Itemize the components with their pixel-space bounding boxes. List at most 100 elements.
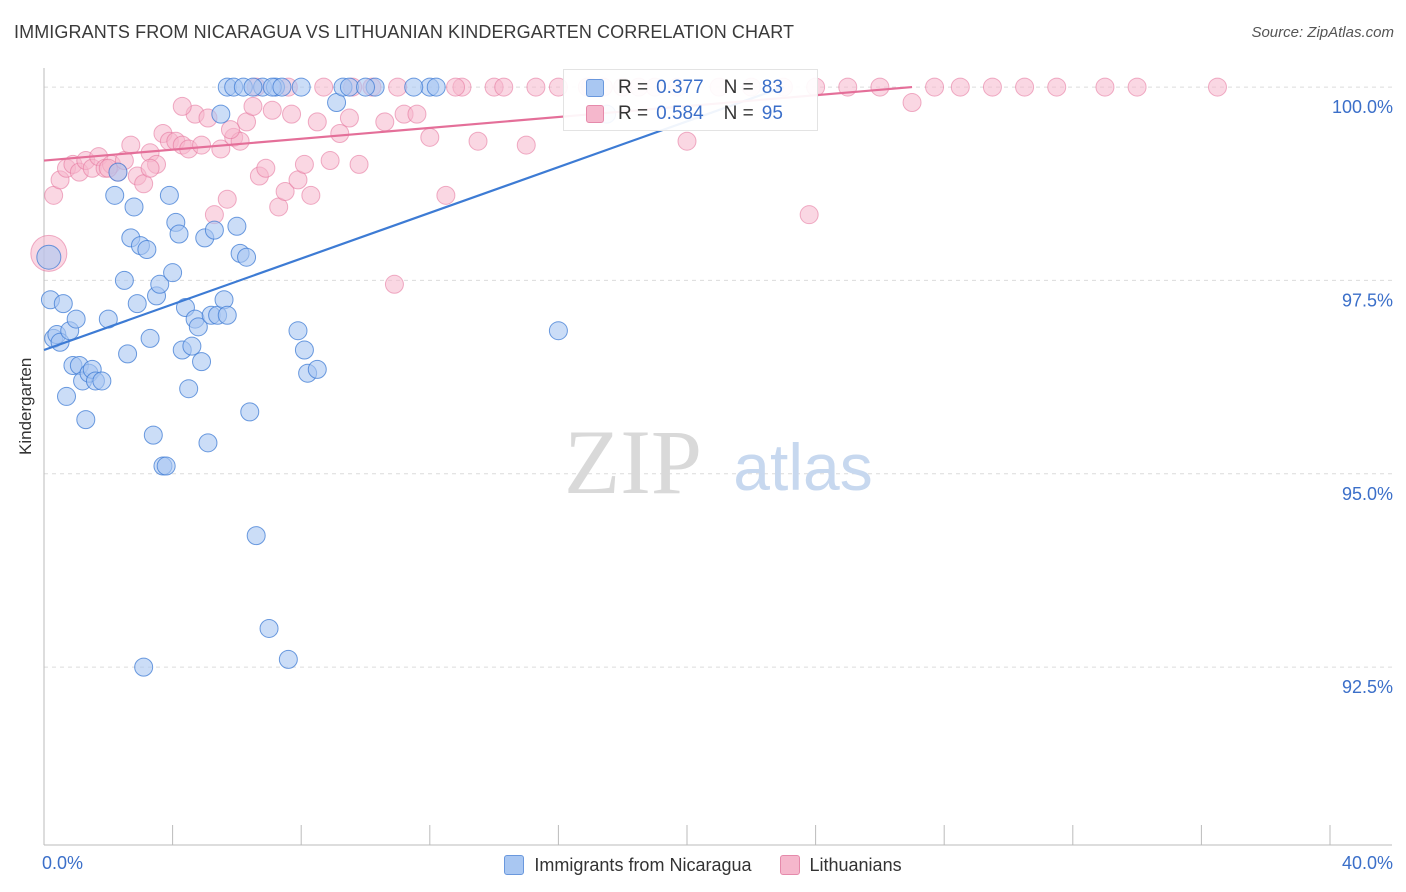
point-nicaragua — [356, 77, 375, 97]
point-nicaragua — [548, 321, 568, 341]
axes — [43, 68, 1392, 846]
point-nicaragua — [278, 649, 298, 669]
point-lithuanians — [1047, 77, 1067, 97]
point-lithuanians — [301, 185, 321, 205]
point-lithuanians — [494, 77, 514, 97]
point-lithuanians — [349, 154, 369, 174]
legend-item-lithuanians: Lithuanians — [779, 855, 902, 876]
series-nicaragua-points — [36, 77, 617, 677]
point-lithuanians — [262, 100, 282, 120]
point-lithuanians — [275, 181, 295, 201]
point-lithuanians — [925, 77, 945, 97]
point-nicaragua — [227, 216, 247, 236]
point-lithuanians — [384, 274, 404, 294]
point-nicaragua — [404, 77, 424, 97]
series-legend: Immigrants from Nicaragua Lithuanians — [0, 852, 1406, 878]
point-nicaragua — [53, 294, 73, 314]
point-lithuanians — [526, 77, 546, 97]
watermark-atlas: atlas — [733, 430, 872, 504]
point-lithuanians — [1207, 77, 1227, 97]
legend-row-lithuanians: R = 0.584 N = 95 — [586, 102, 783, 126]
watermark-zip: ZIP — [564, 411, 702, 513]
legend-r-value: 0.584 — [656, 103, 704, 124]
legend-n-label: N = — [723, 103, 754, 124]
y-tick-label: 95.0% — [1342, 484, 1393, 504]
point-nicaragua — [108, 162, 128, 182]
point-lithuanians — [677, 131, 697, 151]
legend-n-value: 95 — [761, 103, 783, 124]
point-nicaragua — [426, 77, 446, 97]
point-lithuanians — [516, 135, 536, 155]
point-nicaragua — [163, 263, 183, 283]
source-label: Source: ZipAtlas.com — [1251, 24, 1394, 41]
point-nicaragua — [137, 239, 157, 259]
point-lithuanians — [1095, 77, 1115, 97]
point-nicaragua — [198, 433, 218, 453]
point-lithuanians — [294, 154, 314, 174]
point-nicaragua — [214, 290, 234, 310]
legend-r-label: R = — [618, 103, 649, 124]
point-nicaragua — [288, 321, 308, 341]
correlation-legend: R = 0.377 N = 83 R = 0.584 N = 95 — [563, 69, 818, 131]
tick-labels: 92.5% 95.0% 97.5% 100.0% 0.0% 40.0% — [42, 97, 1393, 873]
point-lithuanians — [468, 131, 488, 151]
point-nicaragua — [246, 526, 266, 546]
legend-swatch-nicaragua — [586, 79, 604, 97]
point-lithuanians — [375, 112, 395, 132]
point-lithuanians — [320, 151, 340, 171]
chart-title: IMMIGRANTS FROM NICARAGUA VS LITHUANIAN … — [14, 22, 795, 42]
point-nicaragua — [291, 77, 311, 97]
point-nicaragua — [159, 185, 179, 205]
point-nicaragua — [36, 244, 62, 270]
point-lithuanians — [870, 77, 890, 97]
point-nicaragua — [76, 410, 96, 430]
point-lithuanians — [172, 96, 192, 116]
point-nicaragua — [259, 618, 279, 638]
point-nicaragua — [118, 344, 138, 364]
point-nicaragua — [294, 340, 314, 360]
point-nicaragua — [57, 386, 77, 406]
point-lithuanians — [446, 77, 466, 97]
point-nicaragua — [92, 371, 112, 391]
point-nicaragua — [192, 352, 212, 372]
point-nicaragua — [169, 224, 189, 244]
point-nicaragua — [114, 270, 134, 290]
point-lithuanians — [282, 104, 302, 124]
legend-row-nicaragua: R = 0.377 N = 83 — [586, 76, 783, 100]
point-lithuanians — [982, 77, 1002, 97]
point-nicaragua — [204, 220, 224, 240]
legend-label-nicaragua: Immigrants from Nicaragua — [534, 854, 752, 875]
point-lithuanians — [314, 77, 334, 97]
legend-n-value: 83 — [761, 77, 783, 98]
point-lithuanians — [192, 135, 212, 155]
point-nicaragua — [211, 104, 231, 124]
point-nicaragua — [240, 402, 260, 422]
legend-r-value: 0.377 — [656, 77, 704, 98]
y-tick-label: 92.5% — [1342, 677, 1393, 697]
y-tick-label: 100.0% — [1332, 97, 1393, 117]
point-lithuanians — [407, 104, 427, 124]
point-nicaragua — [140, 328, 160, 348]
point-lithuanians — [1015, 77, 1035, 97]
point-nicaragua — [307, 359, 327, 379]
point-nicaragua — [272, 77, 292, 97]
point-lithuanians — [902, 93, 922, 113]
point-nicaragua — [66, 309, 86, 329]
legend-swatch-lithuanians — [586, 105, 604, 123]
point-nicaragua — [143, 425, 163, 445]
y-axis-label: Kindergarten — [16, 357, 35, 455]
legend-swatch-nicaragua — [504, 855, 525, 875]
legend-n-label: N = — [723, 77, 754, 98]
point-nicaragua — [188, 317, 208, 337]
point-nicaragua — [124, 197, 144, 217]
point-nicaragua — [150, 274, 170, 294]
point-lithuanians — [388, 77, 408, 97]
point-nicaragua — [182, 336, 202, 356]
point-lithuanians — [950, 77, 970, 97]
point-nicaragua — [127, 294, 147, 314]
point-lithuanians — [330, 123, 350, 143]
point-lithuanians — [339, 108, 359, 128]
point-lithuanians — [256, 158, 276, 178]
point-nicaragua — [179, 379, 199, 399]
